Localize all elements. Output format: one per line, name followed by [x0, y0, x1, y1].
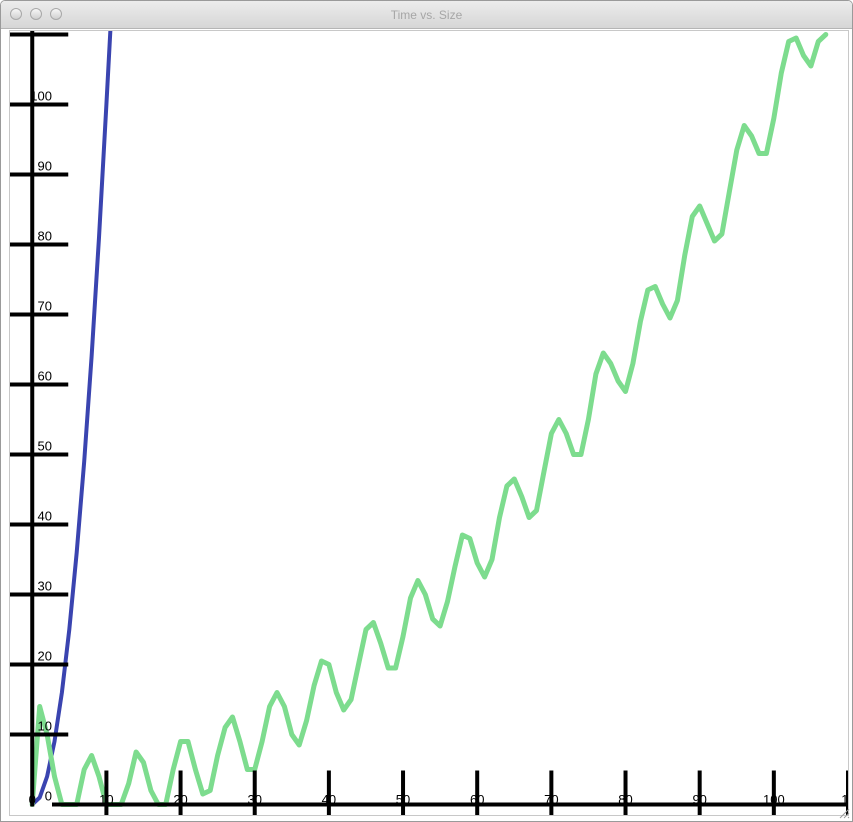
- y-tick-label: 100: [30, 89, 52, 104]
- x-tick-label: 50: [396, 792, 410, 807]
- time-vs-size-chart: 0102030405060708090100110102030405060708…: [10, 31, 848, 815]
- x-tick-label: 100: [763, 792, 785, 807]
- chart-canvas: 0102030405060708090100110102030405060708…: [9, 30, 849, 816]
- y-tick-label: 70: [38, 299, 52, 314]
- y-tick-label: 60: [38, 369, 52, 384]
- zoom-window-button[interactable]: [50, 8, 62, 20]
- x-tick-label: 11: [841, 792, 848, 807]
- y-tick-label: 40: [38, 509, 52, 524]
- close-window-button[interactable]: [10, 8, 22, 20]
- x-tick-label: 90: [692, 792, 706, 807]
- x-tick-label: 40: [322, 792, 336, 807]
- x-tick-label: 60: [470, 792, 484, 807]
- x-tick-label: 30: [247, 792, 261, 807]
- x-tick-label: 10: [99, 792, 113, 807]
- y-tick-label: 20: [38, 649, 52, 664]
- resize-grip-icon[interactable]: [838, 807, 850, 819]
- title-bar[interactable]: Time vs. Size: [1, 1, 852, 29]
- x-tick-label: 80: [618, 792, 632, 807]
- x-tick-label: 0: [29, 792, 36, 807]
- y-tick-label: 90: [38, 159, 52, 174]
- tick-labels-layer: 0102030405060708090100110102030405060708…: [29, 89, 848, 808]
- x-tick-label: 20: [173, 792, 187, 807]
- series-line-1: [30, 31, 113, 807]
- y-tick-label: 80: [38, 229, 52, 244]
- minimize-window-button[interactable]: [30, 8, 42, 20]
- y-tick-label: 0: [45, 789, 52, 804]
- y-tick-label: 30: [38, 579, 52, 594]
- y-tick-label: 50: [38, 439, 52, 454]
- series-line-2: [29, 32, 829, 807]
- series-layer: [29, 31, 829, 807]
- y-tick-label: 10: [38, 719, 52, 734]
- window-title: Time vs. Size: [390, 8, 463, 22]
- axes-layer: [10, 31, 848, 815]
- x-tick-label: 70: [544, 792, 558, 807]
